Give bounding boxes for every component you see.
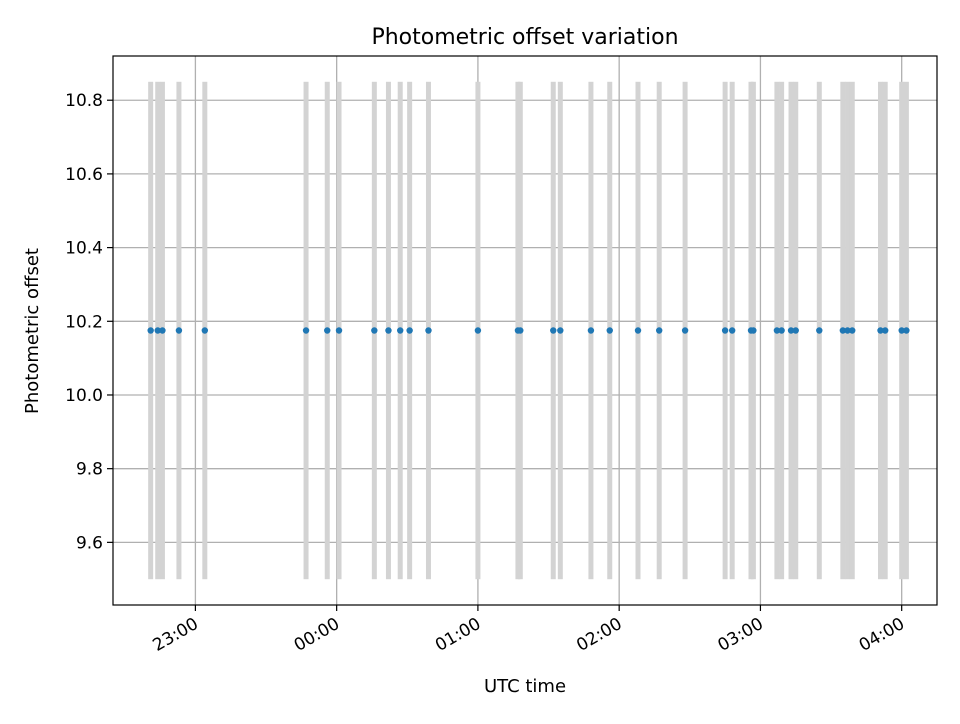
data-point: [816, 327, 823, 334]
data-point: [882, 327, 889, 334]
data-point: [849, 327, 856, 334]
data-point: [634, 327, 642, 334]
data-point: [406, 327, 413, 334]
data-point: [517, 327, 524, 334]
y-tick-label: 9.8: [76, 460, 103, 480]
y-tick-label: 9.6: [76, 533, 103, 553]
y-axis-label: Photometric offset: [22, 248, 43, 414]
grid-layer: [113, 56, 937, 605]
data-point: [750, 327, 757, 334]
data-point: [371, 327, 378, 334]
data-point: [721, 327, 729, 334]
chart-title: Photometric offset variation: [371, 25, 678, 50]
data-point: [397, 327, 404, 334]
data-point: [903, 327, 910, 334]
y-tick-label: 10.2: [65, 312, 103, 332]
data-point: [302, 327, 310, 334]
data-point: [175, 327, 183, 334]
x-tick-label: 02:00: [573, 614, 625, 656]
data-point: [385, 327, 392, 334]
data-point: [728, 327, 736, 334]
data-point: [425, 327, 432, 334]
data-point: [773, 327, 781, 334]
data-point: [474, 327, 482, 334]
x-tick-label: 23:00: [149, 614, 201, 656]
data-point: [154, 327, 161, 334]
x-axis-label: UTC time: [484, 676, 566, 697]
data-point: [606, 327, 613, 334]
data-point: [787, 327, 795, 334]
data-point: [898, 327, 905, 334]
data-point: [844, 327, 851, 334]
y-tick-label: 10.4: [65, 239, 103, 259]
plot-area-frame: [112, 55, 938, 606]
data-point: [655, 327, 663, 334]
data-point: [550, 327, 557, 334]
data-point: [324, 327, 331, 334]
data-point: [335, 327, 343, 334]
x-tick-label: 03:00: [714, 614, 766, 656]
data-point: [839, 327, 847, 334]
data-point: [557, 327, 564, 334]
data-point: [201, 327, 209, 334]
y-tick-label: 10.0: [65, 386, 103, 406]
y-tick-label: 10.8: [65, 91, 103, 111]
x-tick-label: 04:00: [856, 614, 908, 656]
data-point: [778, 327, 785, 334]
data-point: [147, 327, 154, 334]
data-point: [681, 327, 689, 334]
data-point: [877, 327, 884, 334]
points-layer: [147, 327, 910, 334]
x-tick-label: 00:00: [291, 614, 343, 656]
data-point: [159, 327, 166, 334]
x-tick-label: 01:00: [432, 614, 484, 656]
data-point: [792, 327, 799, 334]
y-tick-label: 10.6: [65, 165, 103, 185]
data-point: [587, 327, 595, 334]
